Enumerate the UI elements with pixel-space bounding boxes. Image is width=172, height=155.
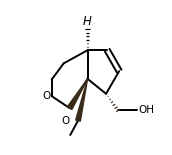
Text: OH: OH xyxy=(138,106,154,115)
Polygon shape xyxy=(76,79,88,121)
Text: O: O xyxy=(62,116,70,126)
Polygon shape xyxy=(67,79,88,109)
Text: O: O xyxy=(42,91,50,101)
Text: H: H xyxy=(83,15,92,28)
